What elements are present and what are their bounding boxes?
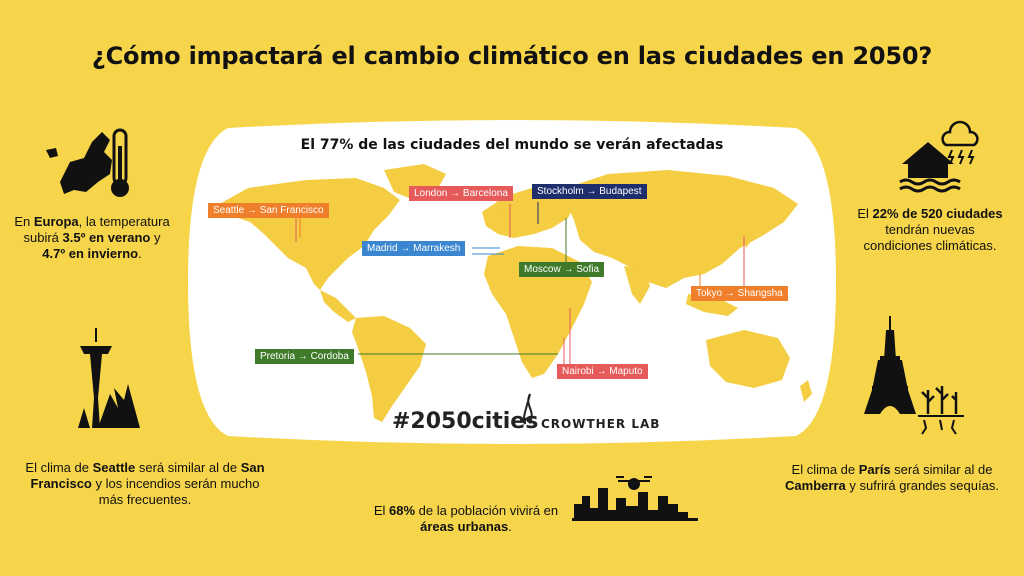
europe-text: En Europa, la temperatura subirá 3.5º en… xyxy=(14,214,170,261)
route-label: Stockholm → Budapest xyxy=(532,184,647,199)
hashtag: #2050cities xyxy=(392,409,539,434)
paris-text: El clima de París será similar al de Cam… xyxy=(785,462,999,493)
space-needle-fire-icon xyxy=(78,328,140,428)
map-subtitle: El 77% de las ciudades del mundo se verá… xyxy=(300,137,724,153)
flame-logo-icon xyxy=(522,393,533,425)
world-map-card xyxy=(188,120,836,444)
route-label: London → Barcelona xyxy=(409,186,513,201)
eiffel-tower-drought-icon xyxy=(864,316,964,435)
route-label: Tokyo → Shangsha xyxy=(691,286,788,301)
route-label: Nairobi → Maputo xyxy=(557,364,648,379)
urban-text: El 68% de la población vivirá en áreas u… xyxy=(373,503,559,534)
crowther-lab-logo: CROWTHER LAB xyxy=(541,417,661,431)
europe-thermometer-icon xyxy=(46,128,129,197)
route-label: Seattle → San Francisco xyxy=(208,203,329,218)
route-label: Madrid → Marrakesh xyxy=(362,241,466,256)
route-label: Pretoria → Cordoba xyxy=(255,349,354,364)
flood-storm-icon xyxy=(899,120,979,193)
city-skyline-drone-icon xyxy=(572,476,698,521)
cities-text: El 22% de 520 ciudades tendrán nuevas co… xyxy=(857,206,1003,253)
page-title: ¿Cómo impactará el cambio climático en l… xyxy=(91,42,933,70)
route-connectors xyxy=(295,202,745,364)
seattle-text: El clima de Seattle será similar al de S… xyxy=(25,460,265,507)
route-label: Moscow → Sofia xyxy=(519,262,605,277)
